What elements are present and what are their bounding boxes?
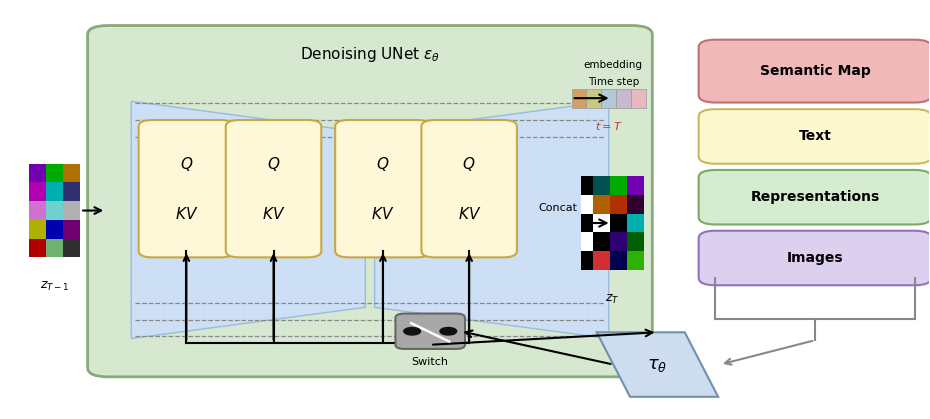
Text: $KV$: $KV$	[371, 206, 394, 222]
FancyBboxPatch shape	[698, 40, 930, 103]
Bar	[610, 195, 627, 214]
Text: $Q$: $Q$	[179, 155, 193, 173]
Polygon shape	[131, 101, 365, 339]
Text: $KV$: $KV$	[458, 206, 481, 222]
FancyBboxPatch shape	[226, 120, 321, 257]
Bar	[46, 220, 63, 239]
Bar	[581, 176, 593, 195]
Text: Images: Images	[787, 251, 844, 265]
Bar	[63, 164, 80, 182]
Text: $t = T$: $t = T$	[595, 120, 622, 132]
Bar	[593, 195, 610, 214]
Bar	[627, 251, 644, 270]
Text: Semantic Map: Semantic Map	[760, 64, 870, 78]
Bar	[627, 195, 644, 214]
Text: Text: Text	[799, 129, 831, 143]
FancyBboxPatch shape	[87, 26, 652, 377]
Bar	[581, 195, 593, 214]
Bar	[593, 233, 610, 251]
Bar	[46, 201, 63, 220]
Bar	[46, 182, 63, 201]
Bar	[63, 220, 80, 239]
Text: $\tau_{\theta}$: $\tau_{\theta}$	[647, 356, 668, 374]
Circle shape	[440, 328, 457, 335]
Bar	[581, 251, 593, 270]
Bar	[602, 89, 617, 108]
Bar	[63, 239, 80, 257]
FancyBboxPatch shape	[139, 120, 234, 257]
FancyBboxPatch shape	[698, 109, 930, 164]
Bar	[593, 176, 610, 195]
FancyBboxPatch shape	[395, 313, 465, 349]
Bar	[63, 201, 80, 220]
Text: Concat: Concat	[538, 203, 578, 212]
Text: $Q$: $Q$	[462, 155, 476, 173]
Bar	[617, 89, 631, 108]
Bar	[593, 214, 610, 233]
Text: $KV$: $KV$	[175, 206, 198, 222]
Bar	[631, 89, 645, 108]
Text: embedding: embedding	[584, 60, 643, 70]
Text: Representations: Representations	[751, 190, 880, 204]
Bar	[572, 89, 587, 108]
Bar	[610, 214, 627, 233]
Bar	[587, 89, 602, 108]
Bar	[627, 214, 644, 233]
Bar	[610, 251, 627, 270]
Bar	[581, 233, 593, 251]
Text: Denoising UNet $\varepsilon_{\theta}$: Denoising UNet $\varepsilon_{\theta}$	[300, 45, 440, 64]
Polygon shape	[375, 101, 609, 339]
Bar	[46, 164, 63, 182]
Bar	[29, 182, 46, 201]
FancyBboxPatch shape	[335, 120, 431, 257]
Bar	[627, 176, 644, 195]
Bar	[610, 176, 627, 195]
Bar	[610, 233, 627, 251]
FancyBboxPatch shape	[698, 170, 930, 225]
Bar	[29, 239, 46, 257]
Text: Switch: Switch	[412, 357, 449, 367]
Bar	[63, 182, 80, 201]
Text: $Q$: $Q$	[267, 155, 280, 173]
Text: $z_T$: $z_T$	[605, 293, 619, 306]
Text: $z_{T-1}$: $z_{T-1}$	[40, 280, 70, 293]
Bar	[29, 164, 46, 182]
FancyBboxPatch shape	[698, 231, 930, 285]
Text: $Q$: $Q$	[377, 155, 390, 173]
Bar	[46, 239, 63, 257]
Bar	[29, 220, 46, 239]
Bar	[593, 251, 610, 270]
Bar	[581, 214, 593, 233]
Bar	[29, 201, 46, 220]
FancyBboxPatch shape	[421, 120, 517, 257]
Circle shape	[404, 328, 420, 335]
Text: Time step: Time step	[588, 77, 639, 87]
Bar	[627, 233, 644, 251]
Polygon shape	[597, 332, 718, 397]
Text: $KV$: $KV$	[262, 206, 286, 222]
